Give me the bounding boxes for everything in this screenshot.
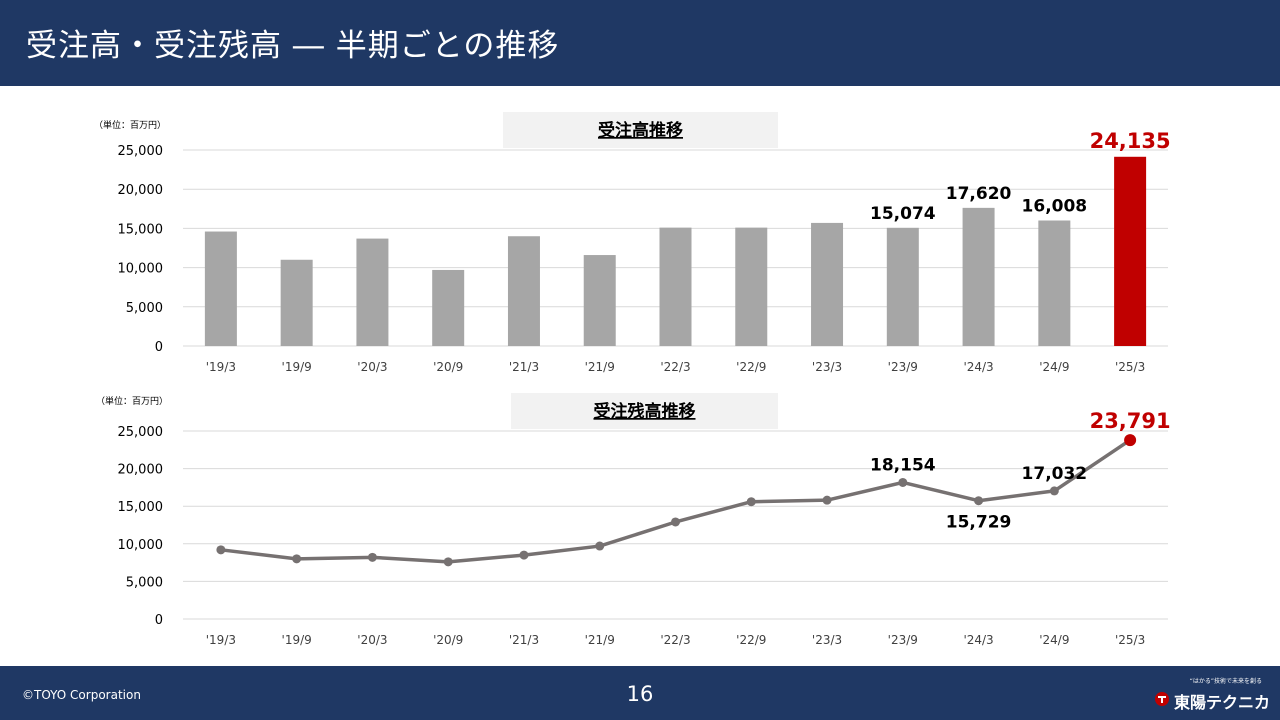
chart-title: 受注残高推移 bbox=[594, 401, 696, 422]
data-label: 18,154 bbox=[870, 455, 936, 475]
data-label: 15,729 bbox=[946, 513, 1012, 533]
x-tick-label: '19/9 bbox=[282, 360, 312, 374]
bar bbox=[432, 269, 465, 346]
chart-title: 受注高推移 bbox=[598, 120, 683, 141]
x-tick-label: '20/3 bbox=[357, 633, 387, 647]
y-tick-label: 5,000 bbox=[126, 301, 163, 316]
logo-tagline: “はかる”技術で未来を創る bbox=[1189, 678, 1262, 685]
x-tick-label: '20/9 bbox=[433, 360, 463, 374]
x-tick-label: '21/9 bbox=[585, 360, 615, 374]
y-tick-label: 15,000 bbox=[118, 222, 164, 237]
data-label: 17,032 bbox=[1022, 464, 1088, 484]
data-label: 23,791 bbox=[1090, 409, 1171, 433]
x-tick-label: '22/9 bbox=[736, 633, 766, 647]
bar bbox=[659, 227, 692, 346]
x-tick-label: '24/9 bbox=[1039, 360, 1069, 374]
y-tick-label: 0 bbox=[155, 340, 163, 355]
data-point bbox=[746, 497, 756, 507]
x-tick-label: '21/3 bbox=[509, 360, 539, 374]
data-label: 15,074 bbox=[870, 204, 936, 224]
data-point bbox=[443, 557, 453, 567]
page-number: 16 bbox=[626, 682, 654, 706]
slide-footer: ©TOYO Corporation 16 “はかる”技術で未来を創る 東陽テクニ… bbox=[0, 666, 1280, 720]
x-tick-label: '23/9 bbox=[888, 360, 918, 374]
x-tick-label: '20/3 bbox=[357, 360, 387, 374]
y-tick-label: 5,000 bbox=[126, 575, 163, 590]
data-point bbox=[898, 477, 908, 487]
y-tick-label: 10,000 bbox=[118, 262, 164, 277]
bar bbox=[1038, 220, 1071, 346]
bar bbox=[507, 236, 540, 346]
order-backlog-line-chart: 受注残高推移 （単位：百万円） 0 5,000 10,000 15,000 20,000 25… bbox=[96, 393, 1171, 647]
y-tick-label: 20,000 bbox=[118, 463, 164, 478]
data-point bbox=[367, 552, 377, 562]
x-tick-label: '19/3 bbox=[206, 360, 236, 374]
data-point bbox=[974, 496, 984, 506]
bar bbox=[735, 227, 768, 346]
x-tick-label: '24/3 bbox=[963, 360, 993, 374]
logo-name: 東陽テクニカ bbox=[1174, 693, 1271, 712]
x-tick-label: '25/3 bbox=[1115, 360, 1145, 374]
bar bbox=[1114, 156, 1147, 346]
data-point bbox=[822, 495, 832, 505]
order-intake-bar-chart: 受注高推移 （単位：百万円） 0 5,000 10,000 15,000 20,000 25,… bbox=[94, 112, 1171, 374]
y-tick-label: 20,000 bbox=[118, 183, 164, 198]
y-tick-label: 15,000 bbox=[118, 500, 164, 515]
bar bbox=[583, 255, 616, 346]
bar bbox=[204, 231, 237, 346]
company-logo: “はかる”技術で未来を創る 東陽テクニカ bbox=[1148, 676, 1270, 716]
bar bbox=[811, 222, 844, 346]
x-tick-label: '23/3 bbox=[812, 633, 842, 647]
x-tick-label: '19/3 bbox=[206, 633, 236, 647]
x-tick-label: '22/3 bbox=[660, 633, 690, 647]
x-tick-label: '22/9 bbox=[736, 360, 766, 374]
slide-title: 受注高・受注残高 ― 半期ごとの推移 bbox=[26, 28, 560, 64]
x-tick-label: '24/9 bbox=[1039, 633, 1069, 647]
data-point bbox=[292, 554, 302, 564]
unit-label: （単位：百万円） bbox=[94, 119, 166, 131]
bar bbox=[280, 259, 313, 346]
data-point bbox=[671, 517, 680, 527]
bar bbox=[356, 238, 389, 346]
bar bbox=[886, 227, 919, 346]
y-tick-label: 0 bbox=[155, 613, 163, 628]
chart-title-band bbox=[503, 112, 778, 148]
x-tick-label: '23/3 bbox=[812, 360, 842, 374]
data-label: 17,620 bbox=[946, 184, 1012, 204]
data-label: 24,135 bbox=[1090, 129, 1171, 153]
x-tick-label: '25/3 bbox=[1115, 633, 1145, 647]
y-tick-label: 25,000 bbox=[118, 144, 164, 159]
data-point bbox=[1049, 486, 1059, 496]
bar bbox=[962, 207, 995, 346]
y-tick-label: 10,000 bbox=[118, 538, 164, 553]
x-tick-label: '21/3 bbox=[509, 633, 539, 647]
logo-mark-icon bbox=[1155, 692, 1169, 706]
slide-header: 受注高・受注残高 ― 半期ごとの推移 bbox=[0, 0, 1280, 86]
data-label: 16,008 bbox=[1022, 196, 1088, 216]
data-point bbox=[595, 541, 605, 551]
data-point bbox=[1124, 434, 1137, 447]
x-tick-label: '22/3 bbox=[660, 360, 690, 374]
y-tick-label: 25,000 bbox=[118, 425, 164, 440]
data-point bbox=[216, 545, 226, 555]
data-point bbox=[519, 550, 529, 560]
copyright-text: ©TOYO Corporation bbox=[22, 688, 141, 702]
x-tick-label: '20/9 bbox=[433, 633, 463, 647]
unit-label: （単位：百万円） bbox=[96, 395, 168, 407]
x-tick-label: '19/9 bbox=[282, 633, 312, 647]
x-tick-label: '23/9 bbox=[888, 633, 918, 647]
x-tick-label: '24/3 bbox=[963, 633, 993, 647]
chart-title-band bbox=[511, 393, 778, 429]
x-tick-label: '21/9 bbox=[585, 633, 615, 647]
